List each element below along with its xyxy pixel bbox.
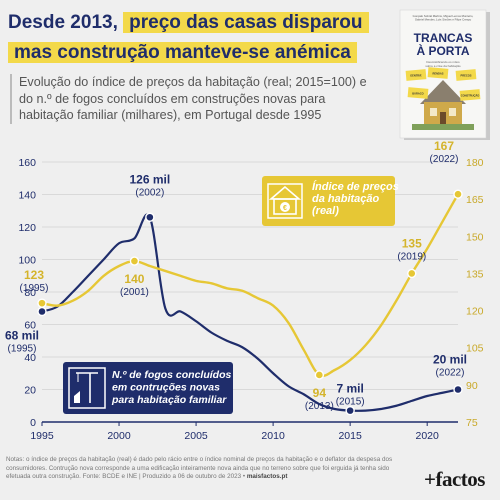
axis-left: 0 20 40 60 80 100 120 140 160 xyxy=(18,157,36,429)
tick-label-right: 120 xyxy=(466,306,484,318)
book-cover: Gonçalo Sobral Martins, Miguel Lemos Mon… xyxy=(399,9,490,140)
data-point xyxy=(345,405,355,416)
subtitle: Evolução do índice de preços da habitaçã… xyxy=(10,74,375,124)
tick-label-left: 140 xyxy=(18,190,36,202)
series-line-price-index xyxy=(41,193,460,378)
footnote-site: maisfactos.pt xyxy=(246,473,288,481)
book-house-illustration xyxy=(412,80,474,130)
data-label-year: (2001) xyxy=(120,287,149,298)
legend-construction-label: para habitação familiar xyxy=(111,394,227,406)
data-point xyxy=(129,256,140,266)
book-authors: Gonçalo Sobral Martins, Miguel Lemos Mon… xyxy=(413,14,474,22)
axis-x: 1995 2000 2005 2010 2015 2020 xyxy=(30,421,458,442)
sticky-note-label: GENTRIF. xyxy=(410,74,422,78)
tick-label-right: 105 xyxy=(466,343,484,355)
data-label-value: 140 xyxy=(124,272,144,286)
tick-label-x: 2010 xyxy=(261,430,285,442)
sticky-note xyxy=(455,69,477,81)
legend-construction-label: N.º de fogos concluídos xyxy=(112,369,232,381)
book-title-2: À PORTA xyxy=(416,43,469,58)
tick-label-right: 75 xyxy=(466,417,478,429)
data-label-value: 20 mil xyxy=(433,353,467,367)
tick-label-x: 1995 xyxy=(30,430,54,442)
tick-label-right: 150 xyxy=(466,231,484,243)
sticky-note-label: RENDAS xyxy=(433,72,444,76)
tick-label-right: 165 xyxy=(466,194,484,206)
euro-icon-symbol: € xyxy=(283,205,287,212)
tick-label-left: 160 xyxy=(18,157,36,169)
tick-label-left: 0 xyxy=(30,417,36,429)
series-line-construction xyxy=(41,213,459,412)
headline-highlight-2: mas construção manteve-se anémica xyxy=(8,42,357,63)
sticky-note xyxy=(407,87,429,99)
data-label-value: 94 xyxy=(313,386,327,400)
sticky-note xyxy=(427,67,449,79)
headline-line-1: Desde 2013, preço das casas disparou xyxy=(8,8,378,38)
legend-price-label: (real) xyxy=(312,205,339,217)
tick-label-x: 2015 xyxy=(338,430,362,442)
data-point xyxy=(314,370,325,380)
data-point xyxy=(145,212,155,222)
data-label-year: (2022) xyxy=(436,368,465,379)
chart-annotations: 68 mil(1995)126 mil(2002)7 mil(2015)20 m… xyxy=(5,139,467,416)
tick-label-right: 135 xyxy=(466,268,484,280)
sticky-note-label: BURACO xyxy=(412,92,423,96)
data-point xyxy=(453,384,463,395)
tick-label-left: 40 xyxy=(24,352,36,364)
headline-plain: Desde 2013, xyxy=(8,12,118,33)
tick-label-left: 20 xyxy=(24,385,36,397)
legend-construction-label: em contruções novas xyxy=(112,382,220,394)
data-point xyxy=(407,268,417,279)
tick-label-left: 120 xyxy=(18,222,36,234)
legend-price-label: da habitação xyxy=(312,193,380,205)
book-tagline: Desmistificando os mitos sobre a crise da… xyxy=(425,60,461,68)
data-label-year: (2019) xyxy=(397,251,426,262)
data-label-year: (1995) xyxy=(8,344,37,355)
data-label-value: 68 mil xyxy=(5,329,39,343)
data-label-value: 167 xyxy=(434,139,454,153)
building-icon xyxy=(74,391,80,403)
axis-right: 75 90 105 120 135 150 165 180 xyxy=(466,157,484,429)
tick-label-x: 2000 xyxy=(107,430,131,442)
headline-highlight-1: preço das casas disparou xyxy=(123,12,369,33)
legend-price-icon-bg xyxy=(267,183,303,219)
tick-label-left: 80 xyxy=(24,287,36,299)
sticky-note-label: CONSTRUÇÃO xyxy=(461,93,480,98)
footnote-text: Notas: o índice de preços da habitação (… xyxy=(6,456,393,481)
book-sticky-notes: GENTRIF. RENDAS PRECOS BURACO CONSTRUÇÃO xyxy=(405,67,481,101)
data-label-year: (2015) xyxy=(336,397,365,408)
data-label-year: (2022) xyxy=(430,154,459,165)
euro-icon xyxy=(280,202,290,212)
data-label-year: (1995) xyxy=(20,283,49,294)
legend-price-label: Índice de preços xyxy=(312,180,399,193)
data-label-year: (2002) xyxy=(135,187,164,198)
tick-label-left: 100 xyxy=(18,255,36,267)
book-title-1: TRANCAS xyxy=(414,31,473,45)
sticky-note xyxy=(459,89,481,101)
sticky-note-label: PRECOS xyxy=(461,74,472,78)
sticky-note xyxy=(405,69,427,81)
data-point xyxy=(37,306,47,317)
data-point xyxy=(453,189,463,199)
tick-label-right: 180 xyxy=(466,157,484,169)
data-label-value: 135 xyxy=(402,236,422,250)
data-label-value: 126 mil xyxy=(130,172,171,186)
data-label-value: 7 mil xyxy=(336,382,363,396)
house-icon-body xyxy=(273,198,297,215)
data-label-year: (2013) xyxy=(305,401,334,412)
brand-logo: +factos xyxy=(424,467,485,491)
headline-line-2: mas construção manteve-se anémica xyxy=(8,38,378,68)
data-point xyxy=(37,298,47,308)
headline: Desde 2013, preço das casas disparou mas… xyxy=(8,8,378,68)
tick-label-x: 2020 xyxy=(416,430,440,442)
footnote: Notas: o índice de preços da habitação (… xyxy=(6,456,414,482)
chart-series xyxy=(41,193,460,412)
tick-label-x: 2005 xyxy=(184,430,208,442)
tick-label-right: 90 xyxy=(466,380,478,392)
data-label-value: 123 xyxy=(24,268,44,282)
tick-label-left: 60 xyxy=(24,320,36,332)
